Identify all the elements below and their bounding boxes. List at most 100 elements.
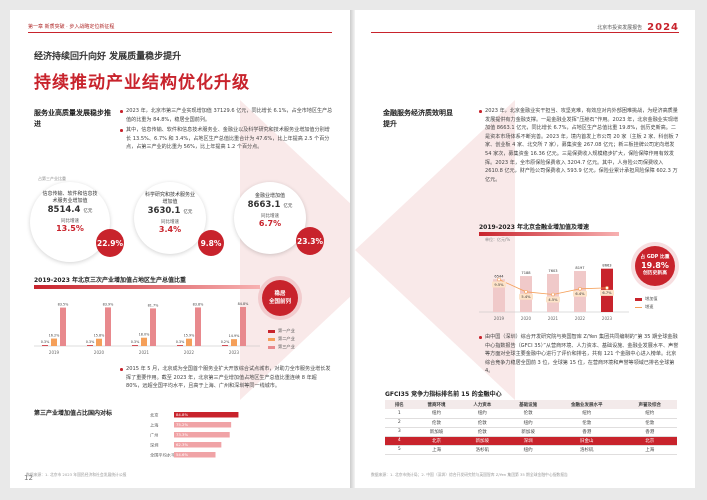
tick-label: 2019 <box>494 316 505 321</box>
bar-value-label: 83.9% <box>103 302 115 306</box>
decorative-triangle <box>355 100 515 400</box>
rate-point <box>524 289 528 294</box>
category-label: 全国平均水平 <box>150 452 175 459</box>
bar-value-label: 7188 <box>521 271 531 275</box>
metric-label: 金融业增加值 <box>254 193 285 199</box>
growth-label: 同比增速 <box>61 219 79 224</box>
right-footer: 数据来源：1. 北京市统计局；2. 中国（深圳）综合开发研究院与英国智库 Z/Y… <box>371 472 568 477</box>
page-title: 持续推动产业结构优化升级 <box>34 73 250 93</box>
bar-value-label: 14.9% <box>229 334 241 338</box>
table-header: 声誉及综合 <box>622 400 677 409</box>
table-cell: 香港 <box>622 427 677 437</box>
bar-1 <box>87 345 93 346</box>
industry-share-chart: 0.3% 16.2% 83.5% 2019 0.3% 15.8% 83.9% 2020 0.3%… <box>34 302 260 355</box>
table-cell: 新加坡 <box>459 436 506 446</box>
table-cell: 纽约 <box>413 409 460 419</box>
services-paragraphs: 2023 年，北京市第三产业实现增加值 37129.6 亿元，同比增长 6.1%… <box>120 107 334 154</box>
rate-label-bg <box>519 293 533 300</box>
table-cell: 伦敦 <box>459 427 506 437</box>
bar-value-label: 73.3% <box>176 432 188 437</box>
gdp-share-callout: 占 GDP 比重 19.8% 创历史新高 <box>635 246 675 286</box>
table-cell: 纽约 <box>505 445 552 455</box>
table-cell: 上海 <box>622 445 677 455</box>
rate-point <box>605 286 609 290</box>
bar-3 <box>105 307 111 346</box>
tick-label: 2020 <box>94 350 105 355</box>
legend-value: 增加值 <box>635 296 658 302</box>
table-cell: 纽约 <box>505 418 552 428</box>
legend-primary: 第一产业 <box>268 328 295 334</box>
bar-value-label: 75.2% <box>176 422 188 427</box>
gfci-table: 排名 营商环境 人力资本 基础设施 金融业发展水平 声誉及综合 1 纽约 纽约 伦敦 纽约 纽约 2 伦敦… <box>385 400 677 455</box>
finance-chart-title: 2019-2023 年北京金融业增加值及增速 <box>479 224 589 231</box>
left-page: 第一章 新质突破 · 步入战略定位新征程 经济持续回升向好 发展质量稳步提升 持… <box>10 10 350 488</box>
category-label: 广州 <box>150 432 158 439</box>
header-rule <box>371 32 679 33</box>
bar-value-label: 81.7% <box>148 303 160 307</box>
table-cell: 伦敦 <box>413 418 460 428</box>
chart-unit: 单位：亿元/% <box>485 237 511 242</box>
section-subtitle: 经济持续回升向好 发展质量稳步提升 <box>34 52 182 62</box>
report-header: 北京市投资发展报告 2024 <box>597 22 679 33</box>
bar-2 <box>141 337 147 346</box>
right-page: 北京市投资发展报告 2024 金融服务经济质效明显提升 2023 年，北京金融业实… <box>355 10 695 488</box>
bar-value-label: 0.3% <box>86 340 95 344</box>
finance-chart: 6544 2019 7188 2020 7603 2021 8197 2022 8663 2023… <box>479 264 629 321</box>
table-header: 营商环境 <box>413 400 460 409</box>
table-cell: 纽约 <box>622 409 677 419</box>
bench-bar <box>174 422 232 428</box>
table-cell: 3 <box>385 427 414 437</box>
page-number: 12 <box>24 474 33 482</box>
bar-value-label: 18.0% <box>139 333 151 337</box>
table-cell: 新加坡 <box>505 427 552 437</box>
tick-label: 2021 <box>548 316 559 321</box>
growth-label: 同比增速 <box>161 220 179 225</box>
table-header: 金融业发展水平 <box>551 400 623 409</box>
table-header: 基础设施 <box>505 400 552 409</box>
table-cell: 深圳 <box>505 436 552 446</box>
table-cell: 洛杉矶 <box>459 445 506 455</box>
category-label: 北京 <box>150 412 158 419</box>
table-cell: 伦敦 <box>551 418 623 428</box>
table-cell: 上海 <box>413 445 460 455</box>
rate-label-bg <box>546 296 560 303</box>
header-rule <box>28 32 332 33</box>
bar-3 <box>195 307 201 346</box>
metric-label: 信息传输、软件和信息技术服务业增加值 <box>42 191 98 204</box>
benchmark-chart: 北京 84.8% 上海 75.2% 广州 73.3% 深圳 62.3%全国平均水平 54.6% <box>150 412 239 459</box>
bar-value-label: 84.8% <box>176 412 188 417</box>
left-footer: 数据来源：1. 北京市 2023 年国民经济和社会发展统计公报 <box>26 472 127 477</box>
table-cell: 纽约 <box>459 409 506 419</box>
bar-value-label: 0.2% <box>221 340 230 344</box>
bar-1 <box>132 345 138 346</box>
share-badge-finance: 23.3% <box>296 227 324 255</box>
bench-bar <box>174 432 230 438</box>
metric-circle-research: 科学研究和技术服务业增加值 3630.1 亿元 同比增速 3.4% <box>134 182 206 254</box>
bar-value-label: 62.3% <box>176 442 188 447</box>
paragraph: 2023 年，北京市第三产业实现增加值 37129.6 亿元，同比增长 6.1%… <box>120 107 334 124</box>
bar-value-label: 0.3% <box>176 340 185 344</box>
rate-label: 5.4% <box>521 295 531 299</box>
legend-tertiary: 第三产业 <box>268 344 295 350</box>
share-badge-ict: 22.9% <box>96 229 124 257</box>
bar-value-label: 6544 <box>494 274 504 278</box>
table-cell: 洛杉矶 <box>551 445 623 455</box>
table-cell: 北京 <box>622 436 677 446</box>
table-row: 2 伦敦 伦敦 纽约 伦敦 伦敦 <box>385 418 677 428</box>
legend-rate: 增速 <box>635 304 653 310</box>
rate-label: 4.5% <box>548 298 558 302</box>
table-cell: 1 <box>385 409 414 419</box>
chapter-header: 第一章 新质突破 · 步入战略定位新征程 <box>28 24 115 30</box>
table-row: 1 纽约 纽约 伦敦 纽约 纽约 <box>385 409 677 419</box>
bar-2 <box>231 339 237 346</box>
tick-label: 2022 <box>575 316 586 321</box>
bar-2 <box>96 338 102 346</box>
bar-1 <box>222 345 228 346</box>
table-cell: 伦敦 <box>459 418 506 428</box>
bar-value-label: 0.3% <box>131 340 140 344</box>
share-badge-research: 9.8% <box>198 230 224 256</box>
bar-2 <box>51 338 57 346</box>
bar-value-label: 8663 <box>602 264 611 268</box>
rate-point <box>497 277 501 282</box>
bar-2 <box>186 338 192 346</box>
